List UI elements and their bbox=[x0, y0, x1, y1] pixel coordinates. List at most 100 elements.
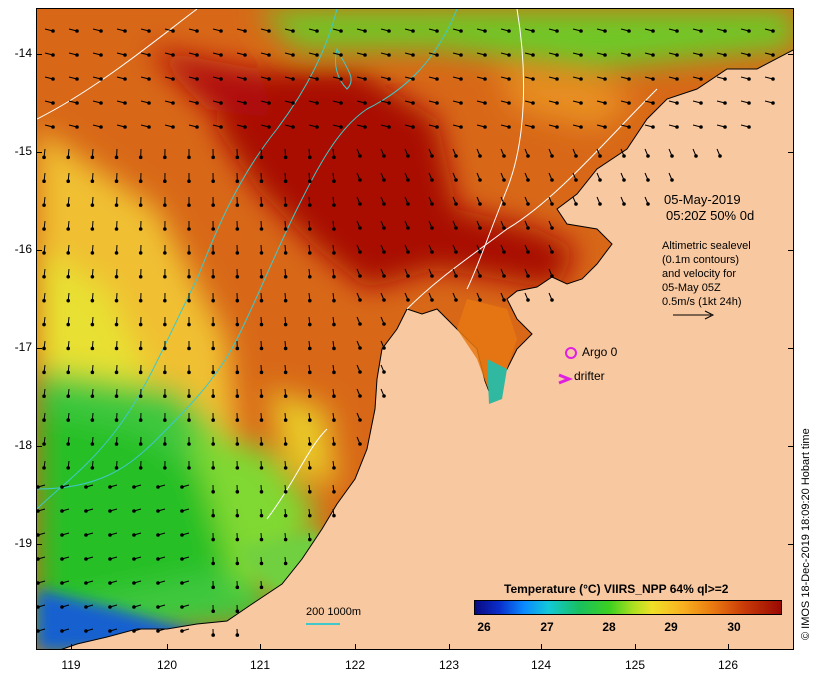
velocity-arrow-head bbox=[283, 489, 288, 494]
velocity-arrow-head bbox=[358, 250, 362, 254]
velocity-arrow-head bbox=[459, 101, 463, 105]
velocity-arrow-head bbox=[90, 466, 95, 470]
drifter-marker[interactable] bbox=[558, 373, 574, 385]
velocity-arrow-head bbox=[358, 346, 362, 350]
velocity-arrow-head bbox=[66, 179, 71, 184]
velocity-arrow-head bbox=[84, 581, 88, 585]
velocity-arrow-head bbox=[211, 298, 215, 303]
velocity-arrow-head bbox=[308, 442, 312, 446]
velocity-arrow-head bbox=[646, 178, 650, 182]
velocity-arrow-head bbox=[114, 155, 119, 160]
velocity-arrow-head bbox=[526, 178, 530, 182]
bathymetry-scale-line bbox=[306, 623, 340, 625]
lon-label: 124 bbox=[530, 658, 552, 672]
velocity-arrow-head bbox=[132, 605, 136, 609]
velocity-arrow-head bbox=[219, 125, 223, 129]
velocity-arrow-head bbox=[42, 418, 46, 422]
velocity-arrow-head bbox=[411, 101, 415, 105]
velocity-arrow-head bbox=[211, 585, 215, 590]
velocity-arrow-head bbox=[42, 298, 46, 303]
velocity-arrow-head bbox=[211, 633, 215, 637]
velocity-arrow-head bbox=[363, 29, 367, 33]
velocity-arrow-head bbox=[502, 274, 506, 278]
velocity-arrow-head bbox=[406, 298, 410, 302]
velocity-arrow-head bbox=[526, 250, 530, 254]
velocity-arrow-head bbox=[187, 155, 191, 160]
velocity-arrow-head bbox=[211, 489, 215, 494]
velocity-arrow-head bbox=[75, 77, 79, 81]
velocity-arrow-head bbox=[651, 125, 655, 129]
velocity-arrow-head bbox=[459, 77, 463, 81]
velocity-arrow-head bbox=[430, 154, 434, 158]
velocity-arrow-head bbox=[308, 418, 312, 422]
velocity-arrow-head bbox=[622, 202, 626, 206]
velocity-arrow-head bbox=[187, 298, 191, 303]
velocity-arrow-head bbox=[283, 179, 288, 184]
velocity-arrow-head bbox=[358, 394, 362, 398]
velocity-arrow-head bbox=[387, 101, 391, 105]
velocity-arrow-head bbox=[622, 178, 626, 182]
velocity-arrow-head bbox=[454, 154, 458, 158]
velocity-arrow-head bbox=[187, 274, 191, 279]
velocity-arrow-head bbox=[132, 533, 136, 537]
velocity-arrow-head bbox=[60, 605, 64, 609]
lon-tick bbox=[541, 644, 542, 650]
velocity-arrow-head bbox=[195, 125, 199, 129]
velocity-arrow-head bbox=[90, 298, 95, 303]
velocity-arrow-head bbox=[478, 298, 482, 302]
velocity-arrow-head bbox=[132, 509, 136, 513]
lat-tick bbox=[36, 54, 42, 55]
velocity-arrow-head bbox=[138, 274, 143, 279]
velocity-arrow-head bbox=[219, 29, 223, 33]
velocity-arrow-head bbox=[84, 485, 88, 489]
velocity-arrow-head bbox=[243, 29, 247, 33]
velocity-arrow-head bbox=[483, 29, 487, 33]
velocity-arrow-head bbox=[382, 178, 386, 182]
velocity-arrow-head bbox=[259, 346, 264, 351]
velocity-arrow-head bbox=[108, 485, 112, 489]
velocity-arrow-head bbox=[627, 77, 631, 81]
velocity-arrow-head bbox=[579, 29, 583, 33]
lat-label: -15 bbox=[14, 144, 32, 158]
velocity-arrow-head bbox=[699, 77, 703, 81]
velocity-arrow-head bbox=[219, 53, 223, 57]
velocity-arrow-head bbox=[114, 322, 119, 327]
sst-map[interactable] bbox=[36, 8, 794, 650]
velocity-arrow-head bbox=[66, 251, 71, 255]
velocity-arrow-head bbox=[90, 346, 95, 351]
velocity-arrow-head bbox=[411, 29, 415, 33]
velocity-arrow-head bbox=[406, 202, 410, 206]
velocity-arrow-head bbox=[180, 605, 184, 609]
velocity-arrow-head bbox=[187, 370, 191, 375]
velocity-arrow-head bbox=[646, 202, 650, 206]
velocity-arrow-head bbox=[308, 466, 312, 470]
velocity-arrow-head bbox=[163, 418, 167, 422]
sst-field bbox=[37, 9, 793, 649]
velocity-arrow-head bbox=[283, 513, 288, 518]
velocity-arrow-head bbox=[235, 633, 240, 637]
velocity-arrow-head bbox=[723, 125, 727, 129]
velocity-arrow-head bbox=[283, 442, 288, 446]
velocity-arrow-head bbox=[60, 533, 64, 537]
velocity-arrow-head bbox=[550, 226, 554, 230]
velocity-arrow-head bbox=[363, 53, 367, 57]
velocity-arrow-head bbox=[243, 53, 247, 57]
velocity-arrow-head bbox=[358, 370, 362, 374]
velocity-arrow-head bbox=[259, 489, 264, 494]
velocity-arrow-head bbox=[37, 485, 40, 489]
velocity-arrow-head bbox=[483, 77, 487, 81]
lon-tick bbox=[260, 644, 261, 650]
velocity-arrow-head bbox=[156, 557, 160, 561]
lon-label: 121 bbox=[249, 658, 271, 672]
velocity-arrow-head bbox=[550, 298, 554, 302]
altimetry-text-1: Altimetric sealevel bbox=[662, 240, 751, 252]
argo-marker[interactable] bbox=[565, 347, 577, 359]
velocity-arrow-head bbox=[699, 53, 703, 57]
velocity-arrow-head bbox=[718, 154, 722, 158]
velocity-arrow-head bbox=[132, 557, 136, 561]
velocity-arrow-head bbox=[259, 322, 264, 327]
velocity-arrow-head bbox=[308, 537, 312, 542]
velocity-arrow-head bbox=[308, 227, 312, 231]
velocity-arrow-head bbox=[187, 227, 191, 231]
lon-tick bbox=[728, 644, 729, 650]
